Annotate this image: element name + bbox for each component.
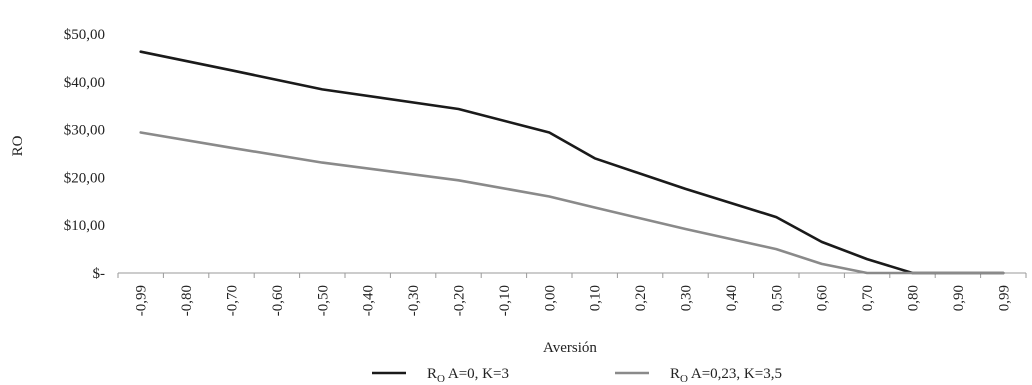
x-tick-label: 0,00 (542, 285, 558, 311)
x-tick-label: -0,70 (225, 285, 241, 316)
legend-label-2: RO A=0,23, K=3,5 (670, 366, 782, 385)
y-tick-label: $20,00 (64, 170, 105, 186)
x-tick-label: 0,40 (724, 285, 740, 311)
x-tick-label: 0,50 (769, 285, 785, 311)
x-tick-label: -0,20 (452, 285, 468, 316)
series-line-1 (139, 50, 1005, 275)
x-axis-ticks: -0,99 -0,80 -0,70 -0,60 -0,50 -0,40 -0,30 -0,20… (117, 273, 1027, 316)
x-tick-label: 0,10 (588, 285, 604, 311)
x-tick-label: 0,70 (860, 285, 876, 311)
y-tick-label: $- (93, 266, 106, 282)
legend-label-1: RO A=0, K=3 (427, 366, 509, 385)
series-line-2 (139, 131, 1005, 275)
x-tick-label: 0,30 (679, 285, 695, 311)
series-lines (139, 50, 1005, 275)
y-tick-label: $50,00 (64, 27, 105, 43)
legend: RO A=0, K=3 RO A=0,23, K=3,5 (372, 366, 782, 385)
x-tick-label: -0,99 (134, 285, 150, 316)
y-tick-label: $40,00 (64, 75, 105, 91)
y-tick-label: $10,00 (64, 218, 105, 234)
x-tick-label: 0,99 (996, 285, 1012, 311)
x-tick-label: -0,80 (179, 285, 195, 316)
x-tick-label: 0,80 (906, 285, 922, 311)
x-tick-label: -0,60 (270, 285, 286, 316)
x-tick-label: 0,20 (633, 285, 649, 311)
y-tick-label: $30,00 (64, 123, 105, 139)
x-tick-label: -0,10 (497, 285, 513, 316)
y-axis-title: RO (10, 135, 26, 156)
x-tick-label: -0,30 (406, 285, 422, 316)
x-tick-label: 0,60 (815, 285, 831, 311)
x-tick-label: 0,90 (951, 285, 967, 311)
y-axis-ticks: $- $10,00 $20,00 $30,00 $40,00 $50,00 (64, 27, 105, 282)
x-tick-label: -0,50 (315, 285, 331, 316)
x-tick-label: -0,40 (361, 285, 377, 316)
x-axis-title: Aversión (543, 340, 597, 356)
